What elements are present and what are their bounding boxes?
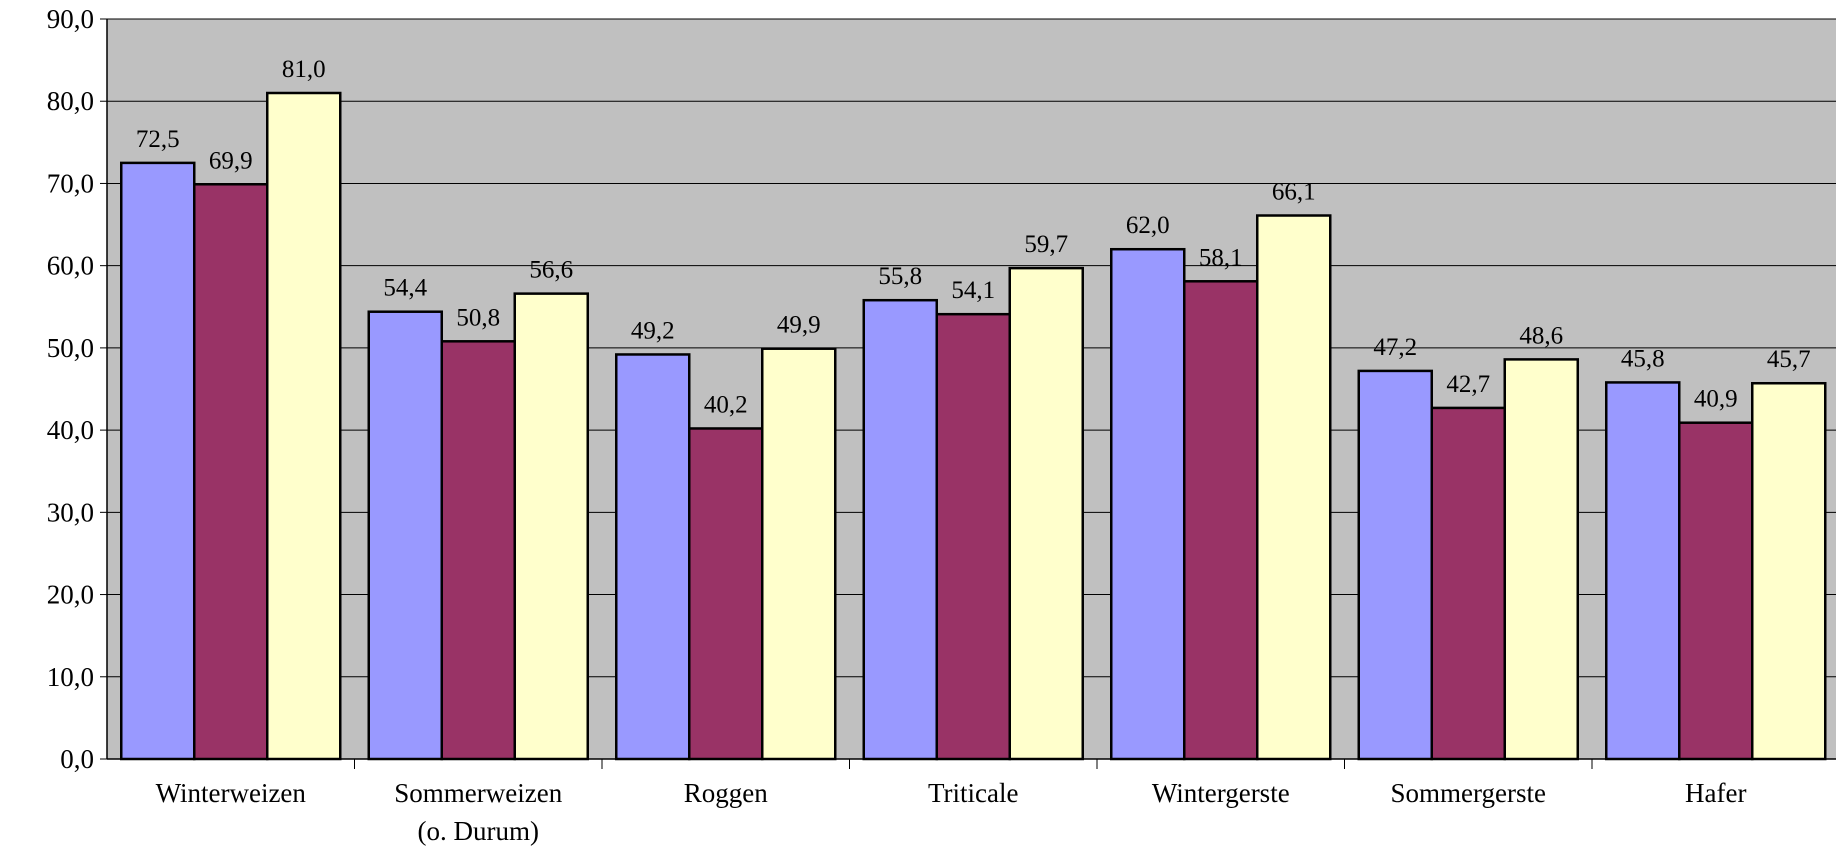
data-label: 40,9 <box>1694 386 1738 413</box>
bar <box>1110 247 1186 761</box>
data-label: 40,2 <box>704 391 748 418</box>
data-label: 58,1 <box>1199 244 1243 271</box>
y-tick-label: 60,0 <box>47 251 94 281</box>
data-label: 49,2 <box>631 317 675 344</box>
data-label: 72,5 <box>136 126 180 153</box>
bar <box>1751 381 1827 761</box>
bar <box>688 427 764 761</box>
bar <box>1430 406 1506 761</box>
category-label: Hafer <box>1685 778 1746 808</box>
data-label: 54,1 <box>951 277 995 304</box>
category-label: Sommerweizen <box>394 778 562 808</box>
category-label: Wintergerste <box>1152 778 1290 808</box>
bar <box>1008 266 1084 761</box>
data-label: 56,6 <box>529 257 573 284</box>
bar <box>935 312 1011 761</box>
data-label: 49,9 <box>777 312 821 339</box>
bar <box>615 353 691 761</box>
y-tick-label: 50,0 <box>47 333 94 363</box>
bar <box>1357 369 1433 761</box>
data-label: 66,1 <box>1272 179 1316 206</box>
data-label: 50,8 <box>456 304 500 331</box>
y-tick-label: 70,0 <box>47 168 94 198</box>
data-label: 47,2 <box>1373 334 1417 361</box>
category-label: Winterweizen <box>156 778 307 808</box>
bar <box>440 340 516 761</box>
bar <box>513 292 589 761</box>
category-label: (o. Durum) <box>418 816 539 846</box>
data-label: 59,7 <box>1024 231 1068 258</box>
bar <box>1256 214 1332 761</box>
y-tick-label: 10,0 <box>47 662 94 692</box>
bar <box>1605 381 1681 761</box>
category-label: Roggen <box>684 778 768 808</box>
data-label: 54,4 <box>383 275 427 302</box>
y-tick-label: 20,0 <box>47 580 94 610</box>
bar <box>1183 280 1259 761</box>
bar <box>367 310 443 761</box>
data-label: 48,6 <box>1519 322 1563 349</box>
y-tick-label: 90,0 <box>47 4 94 34</box>
category-label: Sommergerste <box>1391 778 1546 808</box>
data-label: 69,9 <box>209 147 253 174</box>
data-label: 62,0 <box>1126 212 1170 239</box>
bar <box>193 183 269 761</box>
bar <box>266 91 342 761</box>
data-label: 55,8 <box>878 263 922 290</box>
bar <box>1503 358 1579 761</box>
y-tick-label: 30,0 <box>47 497 94 527</box>
y-tick-label: 40,0 <box>47 415 94 445</box>
category-label: Triticale <box>928 778 1019 808</box>
y-tick-label: 0,0 <box>60 744 94 774</box>
y-tick-label: 80,0 <box>47 86 94 116</box>
bar <box>1678 421 1754 761</box>
bar <box>862 298 938 761</box>
data-label: 81,0 <box>282 56 326 83</box>
bar <box>120 161 196 761</box>
data-label: 45,8 <box>1621 345 1665 372</box>
bar <box>761 347 837 761</box>
data-label: 42,7 <box>1446 371 1490 398</box>
data-label: 45,7 <box>1767 346 1811 373</box>
